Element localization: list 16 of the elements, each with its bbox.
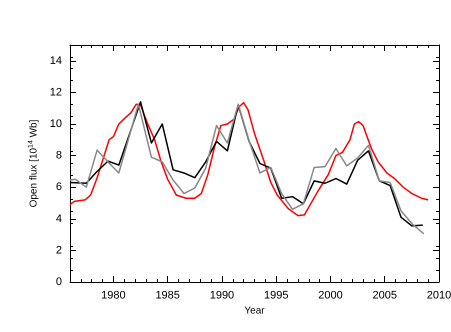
y-tick-label: 10 bbox=[50, 118, 62, 130]
x-axis-title: Year bbox=[244, 305, 266, 316]
x-tick-label: 1980 bbox=[101, 290, 126, 302]
x-tick-label: 2010 bbox=[426, 290, 451, 302]
x-tick-label: 1995 bbox=[264, 290, 288, 302]
x-tick-label: 1990 bbox=[210, 290, 234, 302]
y-tick-label: 6 bbox=[56, 181, 62, 194]
y-tick-label: 0 bbox=[56, 276, 62, 288]
y-tick-label: 2 bbox=[56, 244, 62, 256]
y-tick-label: 14 bbox=[50, 54, 62, 67]
x-tick-label: 2000 bbox=[318, 290, 343, 302]
x-tick-label: 1985 bbox=[155, 290, 180, 302]
y-tick-label: 8 bbox=[56, 150, 62, 162]
x-tick-label: 2005 bbox=[372, 290, 397, 302]
y-tick-label: 4 bbox=[56, 212, 62, 225]
y-tick-label: 12 bbox=[50, 86, 62, 98]
